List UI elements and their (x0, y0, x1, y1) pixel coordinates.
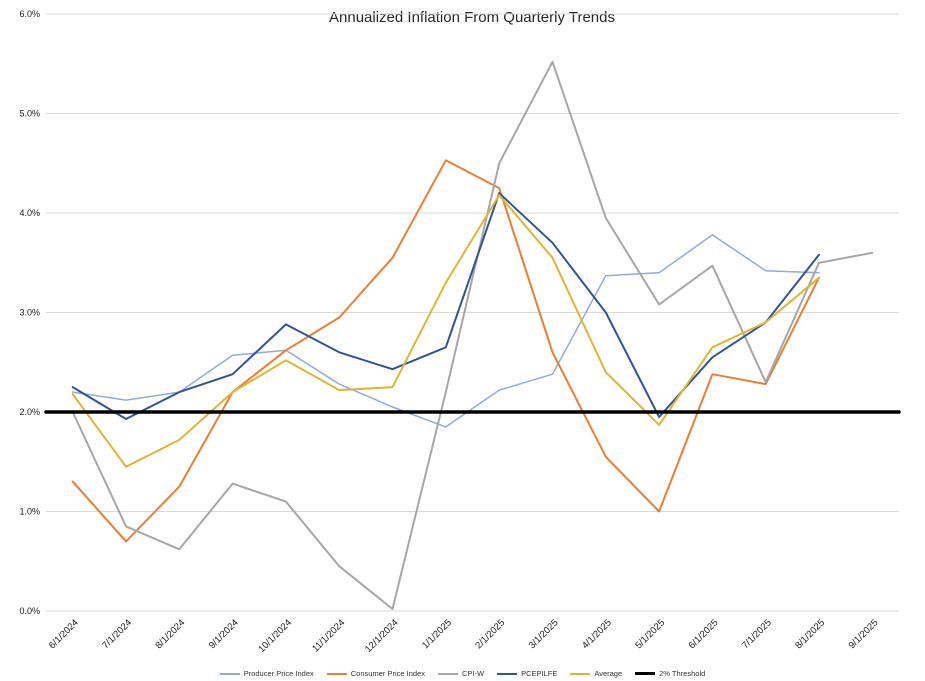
x-axis-tick-label: 7/1/2025 (740, 617, 774, 651)
legend-label: Consumer Price Index (350, 669, 425, 678)
x-axis-tick-label: 12/1/2024 (363, 617, 401, 655)
x-axis-tick-label: 3/1/2025 (527, 617, 561, 651)
legend-label: PCEPILFE (521, 669, 558, 678)
legend-item-average: Average (570, 669, 622, 678)
series-line-producer-price-index (71, 234, 820, 428)
legend-item-2-threshold: 2% Threshold (635, 669, 705, 678)
y-axis-tick-label: 3.0% (19, 308, 40, 318)
legend-label: CPI-W (461, 669, 485, 678)
legend-swatch-icon (326, 672, 347, 675)
y-axis-tick-label: 6.0% (19, 9, 40, 19)
legend-label: Average (594, 669, 623, 678)
legend-swatch-icon (437, 672, 458, 675)
x-axis-tick-label: 11/1/2024 (310, 617, 347, 654)
x-axis-tick-label: 7/1/2024 (100, 617, 134, 651)
legend-swatch-icon (635, 672, 656, 675)
legend-item-consumer-price-index: Consumer Price Index (326, 669, 425, 678)
x-axis-tick-label: 9/1/2024 (207, 617, 241, 651)
y-axis-tick-label: 5.0% (19, 109, 40, 119)
x-axis-tick-label: 5/1/2025 (633, 617, 667, 651)
y-axis-tick-label: 0.0% (19, 606, 40, 616)
x-axis-tick-label: 8/1/2024 (153, 617, 187, 651)
legend-item-cpi-w: CPI-W (437, 669, 485, 678)
legend-swatch-icon (497, 672, 518, 675)
x-axis-tick-label: 8/1/2025 (793, 617, 827, 651)
legend-swatch-icon (570, 672, 591, 675)
x-axis-tick-label: 9/1/2025 (847, 617, 881, 651)
y-axis-tick-label: 1.0% (19, 507, 40, 517)
legend-item-producer-price-index: Producer Price Index (219, 669, 314, 678)
x-axis-tick-label: 6/1/2024 (47, 617, 81, 651)
x-axis-tick-label: 2/1/2025 (473, 617, 507, 651)
x-axis-tick-label: 1/1/2025 (420, 617, 454, 651)
series-line-pcepilfe (71, 192, 820, 420)
legend-swatch-icon (219, 672, 240, 675)
legend-item-pcepilfe: PCEPILFE (497, 669, 557, 678)
chart-title: Annualized Inflation From Quarterly Tren… (329, 9, 615, 26)
chart-legend: Producer Price Index Consumer Price Index… (0, 669, 925, 678)
series-line-cpi-w (71, 60, 874, 610)
series-line-average (71, 194, 820, 468)
y-axis-tick-label: 2.0% (19, 407, 40, 417)
legend-label: Producer Price Index (243, 669, 314, 678)
x-axis-tick-label: 10/1/2024 (256, 617, 294, 655)
x-axis-tick-label: 4/1/2025 (580, 617, 614, 651)
x-axis-tick-label: 6/1/2025 (687, 617, 721, 651)
legend-label: 2% Threshold (659, 669, 706, 678)
series-line-consumer-price-index (71, 159, 820, 543)
y-axis-tick-label: 4.0% (19, 208, 40, 218)
